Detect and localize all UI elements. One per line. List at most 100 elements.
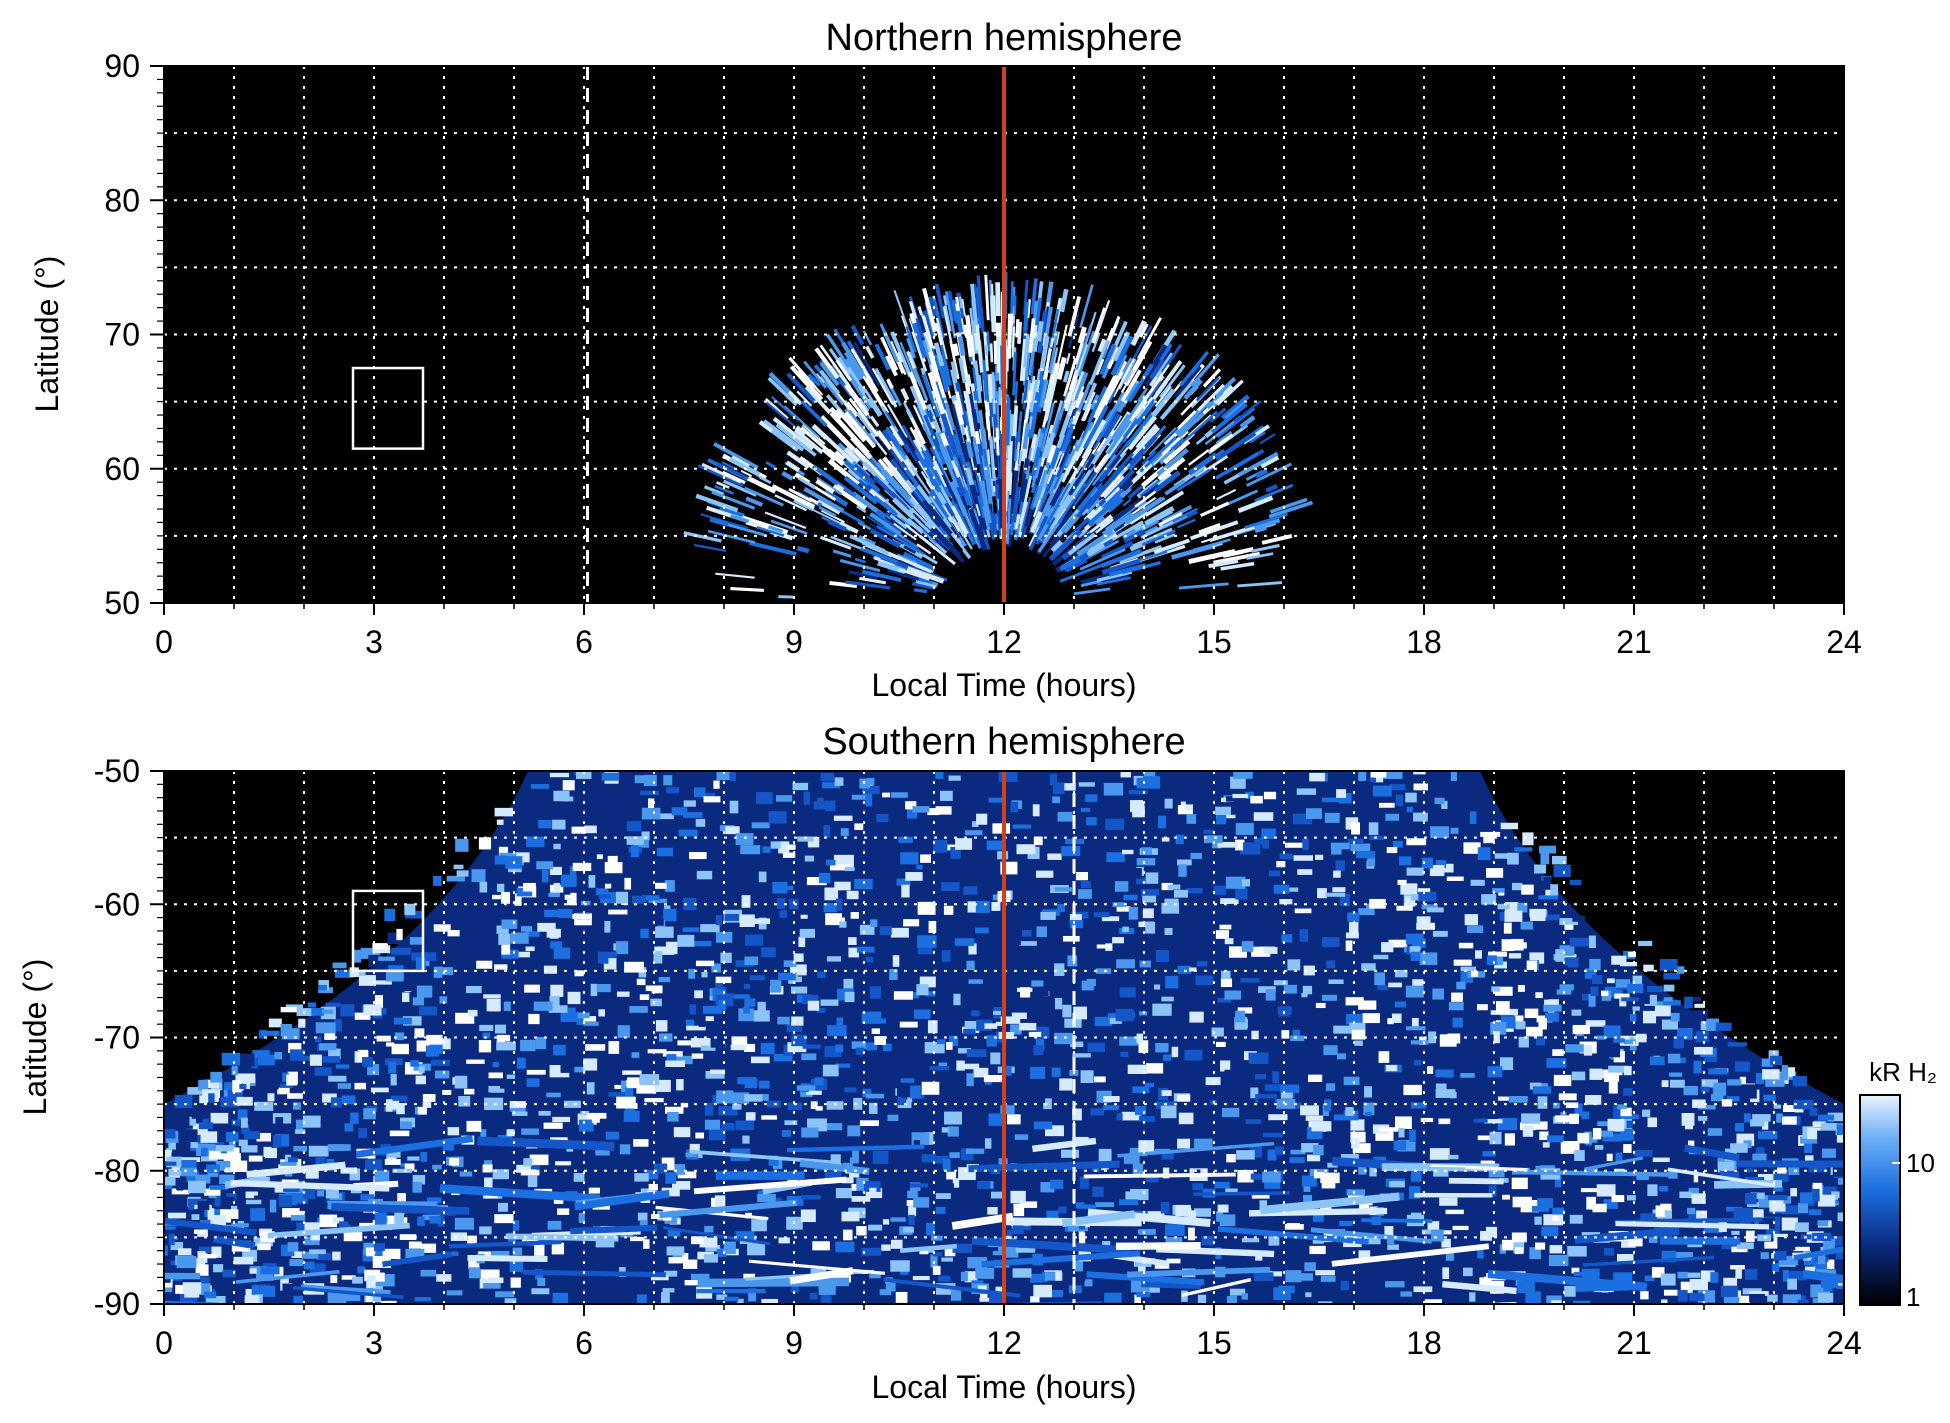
- south-emission-cell: [817, 797, 824, 805]
- south-emission-cell: [1540, 852, 1550, 865]
- south-emission-cell: [325, 1189, 339, 1199]
- south-emission-cell: [615, 941, 629, 955]
- north-emission-streak: [931, 295, 945, 339]
- south-emission-cell: [1452, 1225, 1469, 1231]
- north-emission-streak: [1032, 499, 1041, 518]
- south-emission-cell: [1615, 979, 1631, 988]
- south-emission-cell: [1638, 940, 1653, 947]
- south-emission-cell: [1016, 844, 1036, 855]
- south-emission-cell: [731, 1036, 748, 1047]
- south-emission-cell: [724, 913, 739, 921]
- south-emission-cell: [210, 1071, 222, 1083]
- south-emission-cell: [1428, 1031, 1437, 1044]
- south-emission-cell: [1793, 1246, 1810, 1252]
- south-emission-cell: [1224, 990, 1242, 1000]
- north-emission-streak: [1028, 515, 1049, 551]
- south-emission-cell: [1301, 1143, 1319, 1153]
- south-emission-cell: [1217, 841, 1238, 848]
- south-emission-cell: [1658, 1086, 1674, 1093]
- south-emission-cell: [354, 1012, 371, 1020]
- south-emission-cell: [952, 1178, 960, 1188]
- south-emission-cell: [197, 1201, 210, 1210]
- south-emission-cell: [1609, 960, 1618, 970]
- south-emission-cell: [1585, 1020, 1606, 1027]
- south-emission-cell: [1201, 1236, 1214, 1246]
- north-emission-streak: [881, 429, 893, 443]
- south-emission-cell: [1452, 1017, 1463, 1028]
- south-emission-cell: [1499, 911, 1507, 921]
- north-emission-streak: [1006, 440, 1013, 492]
- south-emission-cell: [1548, 1254, 1569, 1267]
- north-emission-streak: [979, 480, 992, 524]
- south-emission-cell: [1526, 960, 1538, 970]
- south-emission-cell: [1727, 1079, 1742, 1086]
- south-emission-cell: [1501, 939, 1515, 952]
- south-emission-cell: [866, 1093, 885, 1099]
- north-emission-streak: [1158, 448, 1177, 465]
- south-emission-cell: [453, 864, 464, 870]
- south-emission-cell: [672, 1181, 691, 1190]
- north-y-tick-label: 60: [104, 451, 140, 487]
- south-emission-cell: [240, 1117, 248, 1128]
- south-emission-cell: [1551, 1300, 1562, 1304]
- north-emission-streak: [964, 410, 973, 438]
- south-emission-cell: [786, 844, 796, 850]
- south-emission-cell: [1534, 864, 1547, 874]
- south-emission-cell: [984, 1138, 992, 1149]
- south-emission-cell: [479, 1024, 494, 1032]
- south-emission-cell: [467, 1009, 478, 1017]
- south-emission-cell: [442, 1089, 452, 1095]
- south-emission-cell: [494, 807, 514, 817]
- south-emission-cell: [1039, 1274, 1048, 1283]
- south-emission-cell: [388, 1061, 397, 1074]
- south-emission-cell: [695, 818, 706, 827]
- south-emission-cell: [1116, 906, 1131, 912]
- south-emission-cell: [1375, 1128, 1394, 1141]
- north-emission-streak: [722, 479, 757, 497]
- south-emission-cell: [262, 1158, 281, 1165]
- south-emission-cell: [466, 1120, 482, 1132]
- south-emission-cell: [685, 1019, 695, 1028]
- north-emission-streak: [1158, 511, 1184, 528]
- south-emission-cell: [1502, 1194, 1510, 1200]
- south-emission-cell: [1621, 1241, 1636, 1248]
- south-emission-cell: [1634, 1149, 1653, 1157]
- south-emission-cell: [1050, 1179, 1064, 1190]
- south-emission-cell: [501, 891, 511, 904]
- south-emission-cell: [280, 1006, 297, 1013]
- north-emission-streak: [874, 343, 891, 371]
- north-emission-streak: [1158, 364, 1186, 399]
- south-emission-cell: [865, 956, 874, 963]
- north-emission-streak: [1268, 500, 1314, 519]
- south-emission-cell: [1684, 996, 1693, 1009]
- south-emission-cell: [1161, 837, 1170, 842]
- south-emission-cell: [1044, 1272, 1063, 1281]
- south-emission-cell: [723, 1241, 736, 1254]
- south-emission-cell: [1597, 1121, 1610, 1127]
- south-emission-cell: [1190, 852, 1202, 860]
- north-emission-streak: [1208, 558, 1239, 569]
- north-emission-streak: [906, 566, 945, 584]
- south-emission-cell: [426, 1034, 443, 1045]
- north-emission-streak: [1068, 469, 1092, 502]
- south-emission-cell: [496, 1034, 511, 1043]
- south-emission-cell: [1350, 1131, 1366, 1143]
- south-emission-cell: [1236, 1150, 1255, 1160]
- south-emission-cell: [867, 778, 875, 786]
- south-emission-cell: [416, 1040, 430, 1052]
- south-emission-cell: [389, 1130, 410, 1137]
- south-emission-cell: [1552, 1049, 1564, 1056]
- north-emission-streak: [1157, 462, 1179, 481]
- north-emission-streak: [1102, 412, 1122, 439]
- north-emission-streak: [983, 465, 994, 504]
- south-emission-cell: [1175, 1204, 1191, 1217]
- south-emission-cell: [1317, 888, 1327, 899]
- south-emission-cell: [597, 951, 617, 964]
- south-emission-cell: [944, 1246, 956, 1257]
- south-emission-cell: [1127, 1064, 1147, 1074]
- south-emission-cell: [202, 1118, 210, 1126]
- south-emission-cell: [868, 1102, 878, 1114]
- south-emission-cell: [1250, 1087, 1259, 1099]
- south-emission-cell: [803, 791, 810, 805]
- north-emission-streak: [975, 503, 981, 517]
